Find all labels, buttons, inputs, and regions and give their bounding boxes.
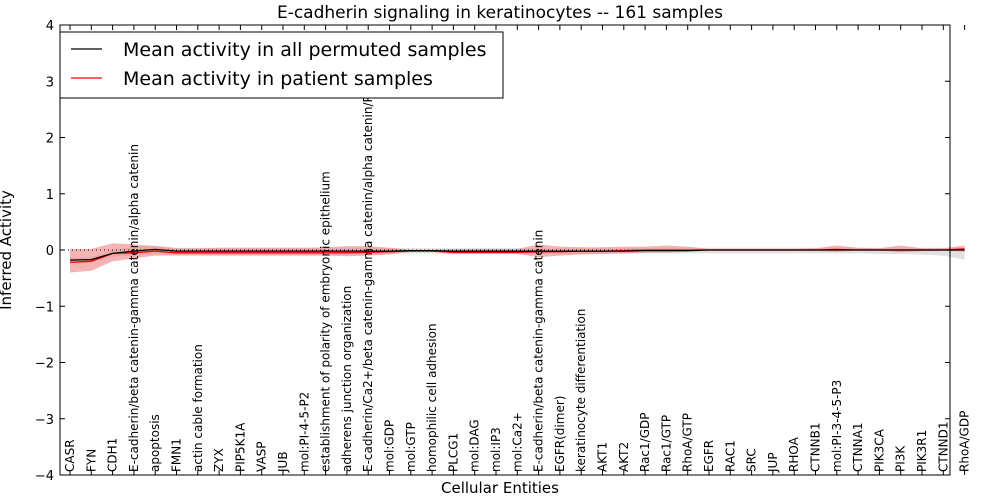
x-category-label: establishment of polarity of embryonic e… bbox=[319, 171, 333, 472]
x-category-label: RAC1 bbox=[723, 440, 737, 472]
x-category-label: SRC bbox=[745, 448, 759, 472]
x-category-label: E-cadherin/Ca2+/beta catenin-gamma caten… bbox=[361, 53, 375, 472]
x-category-label: homophilic cell adhesion bbox=[425, 323, 439, 472]
x-category-label: ZYX bbox=[212, 448, 226, 472]
x-category-label: EGFR(dimer) bbox=[553, 396, 567, 472]
x-category-label: JUB bbox=[276, 451, 290, 473]
x-category-label: RhoA/GTP bbox=[681, 413, 695, 472]
y-tick-label: 0 bbox=[46, 244, 54, 259]
x-category-label: EGFR bbox=[702, 440, 716, 472]
x-category-label: mol:PI-4-5-P2 bbox=[297, 392, 311, 472]
y-tick-label: 2 bbox=[46, 132, 54, 147]
x-category-label: mol:IP3 bbox=[489, 427, 503, 472]
x-category-label: PIK3R1 bbox=[915, 430, 929, 472]
x-category-label: RHOA bbox=[787, 436, 801, 472]
x-category-label: keratinocyte differentiation bbox=[574, 309, 588, 472]
y-tick-label: −4 bbox=[35, 469, 54, 484]
y-axis-label: Inferred Activity bbox=[0, 190, 15, 310]
x-category-label: PI3K bbox=[894, 445, 908, 472]
x-category-label: VASP bbox=[255, 441, 269, 472]
x-axis-label: Cellular Entities bbox=[441, 479, 559, 497]
legend-label-permuted: Mean activity in all permuted samples bbox=[123, 39, 486, 61]
x-category-label: CTNNB1 bbox=[809, 422, 823, 472]
x-category-label: Rac1/GTP bbox=[659, 415, 673, 472]
chart-title: E-cadherin signaling in keratinocytes --… bbox=[277, 3, 723, 23]
y-tick-label: −3 bbox=[35, 413, 54, 428]
x-category-label: PLCG1 bbox=[446, 433, 460, 472]
x-category-label: PIP5K1A bbox=[233, 422, 247, 472]
y-tick-label: 3 bbox=[46, 75, 54, 90]
x-category-label: AKT1 bbox=[596, 442, 610, 472]
x-category-label: Rac1/GDP bbox=[638, 413, 652, 472]
x-category-label: FYN bbox=[84, 449, 98, 472]
y-tick-label: −1 bbox=[35, 300, 54, 315]
x-category-label: AKT2 bbox=[617, 442, 631, 472]
x-category-label: CDH1 bbox=[106, 438, 120, 472]
x-category-label: PIK3CA bbox=[872, 428, 886, 472]
x-category-label: actin cable formation bbox=[191, 344, 205, 472]
y-tick-label: 4 bbox=[46, 19, 54, 34]
x-category-label: mol:GDP bbox=[383, 420, 397, 472]
x-category-label: E-cadherin/beta catenin-gamma catenin/al… bbox=[127, 144, 141, 472]
y-tick-label: 1 bbox=[46, 188, 54, 203]
x-category-label: mol:DAG bbox=[468, 419, 482, 472]
x-category-label: mol:Ca2+ bbox=[510, 412, 524, 472]
x-category-label: E-cadherin/beta catenin-gamma catenin bbox=[532, 230, 546, 472]
x-category-label: mol:GTP bbox=[404, 422, 418, 472]
x-category-label: CASR bbox=[63, 439, 77, 472]
x-category-label: CTNNA1 bbox=[851, 422, 865, 472]
x-category-label: RhoA/GDP bbox=[958, 411, 972, 472]
x-category-label: mol:PI-3-4-5-P3 bbox=[830, 380, 844, 472]
x-category-label: FMN1 bbox=[170, 438, 184, 472]
chart: −4 −3 −2 −1 0 1 2 3 4 CASR FYN CDH1 E-cadherin/beta… bbox=[0, 0, 1000, 500]
legend-label-patient: Mean activity in patient samples bbox=[123, 68, 433, 90]
x-category-label: apoptosis bbox=[148, 414, 162, 472]
y-tick-label: −2 bbox=[35, 357, 54, 372]
legend: Mean activity in all permuted samples Me… bbox=[60, 32, 503, 98]
x-category-label: CTNND1 bbox=[936, 421, 950, 472]
x-category-label: JUP bbox=[766, 452, 780, 473]
x-category-label: adherens junction organization bbox=[340, 286, 354, 472]
